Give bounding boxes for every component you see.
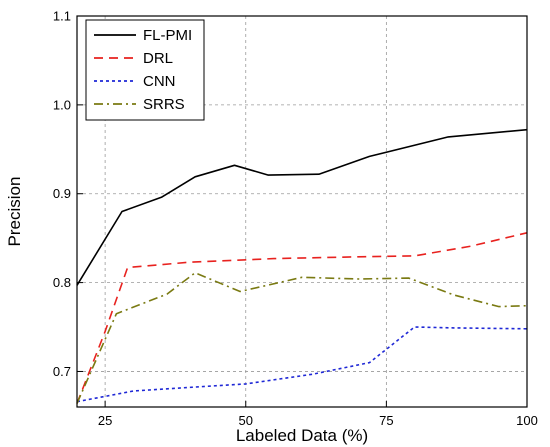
series-lines <box>76 128 528 404</box>
legend-label: FL-PMI <box>143 27 192 44</box>
legend: FL-PMI DRL CNN SRRS <box>85 19 205 121</box>
legend-label: CNN <box>143 73 176 90</box>
x-axis-label: Labeled Data (%) <box>236 426 368 445</box>
y-tick-label: 1.0 <box>53 97 71 112</box>
axis-ticks: 25 50 75 100 0.7 0.8 0.9 1.0 1.1 <box>53 9 538 429</box>
x-tick-label: 50 <box>239 413 253 428</box>
plot-frame <box>76 15 528 408</box>
y-tick-label: 0.7 <box>53 364 71 379</box>
x-tick-label: 75 <box>379 413 393 428</box>
y-tick-label: 0.9 <box>53 186 71 201</box>
series-line-drl <box>76 232 528 404</box>
series-line-srrs <box>76 271 528 404</box>
x-tick-label: 100 <box>516 413 538 428</box>
legend-box <box>85 19 205 121</box>
series-line-cnn <box>76 326 528 403</box>
y-tick-label: 0.8 <box>53 275 71 290</box>
x-tick-label: 25 <box>98 413 112 428</box>
series-line-fl-pmi <box>76 128 528 286</box>
y-tick-label: 1.1 <box>53 9 71 24</box>
legend-label: SRRS <box>143 96 185 113</box>
y-axis-label: Precision <box>5 177 24 247</box>
legend-label: DRL <box>143 50 173 67</box>
